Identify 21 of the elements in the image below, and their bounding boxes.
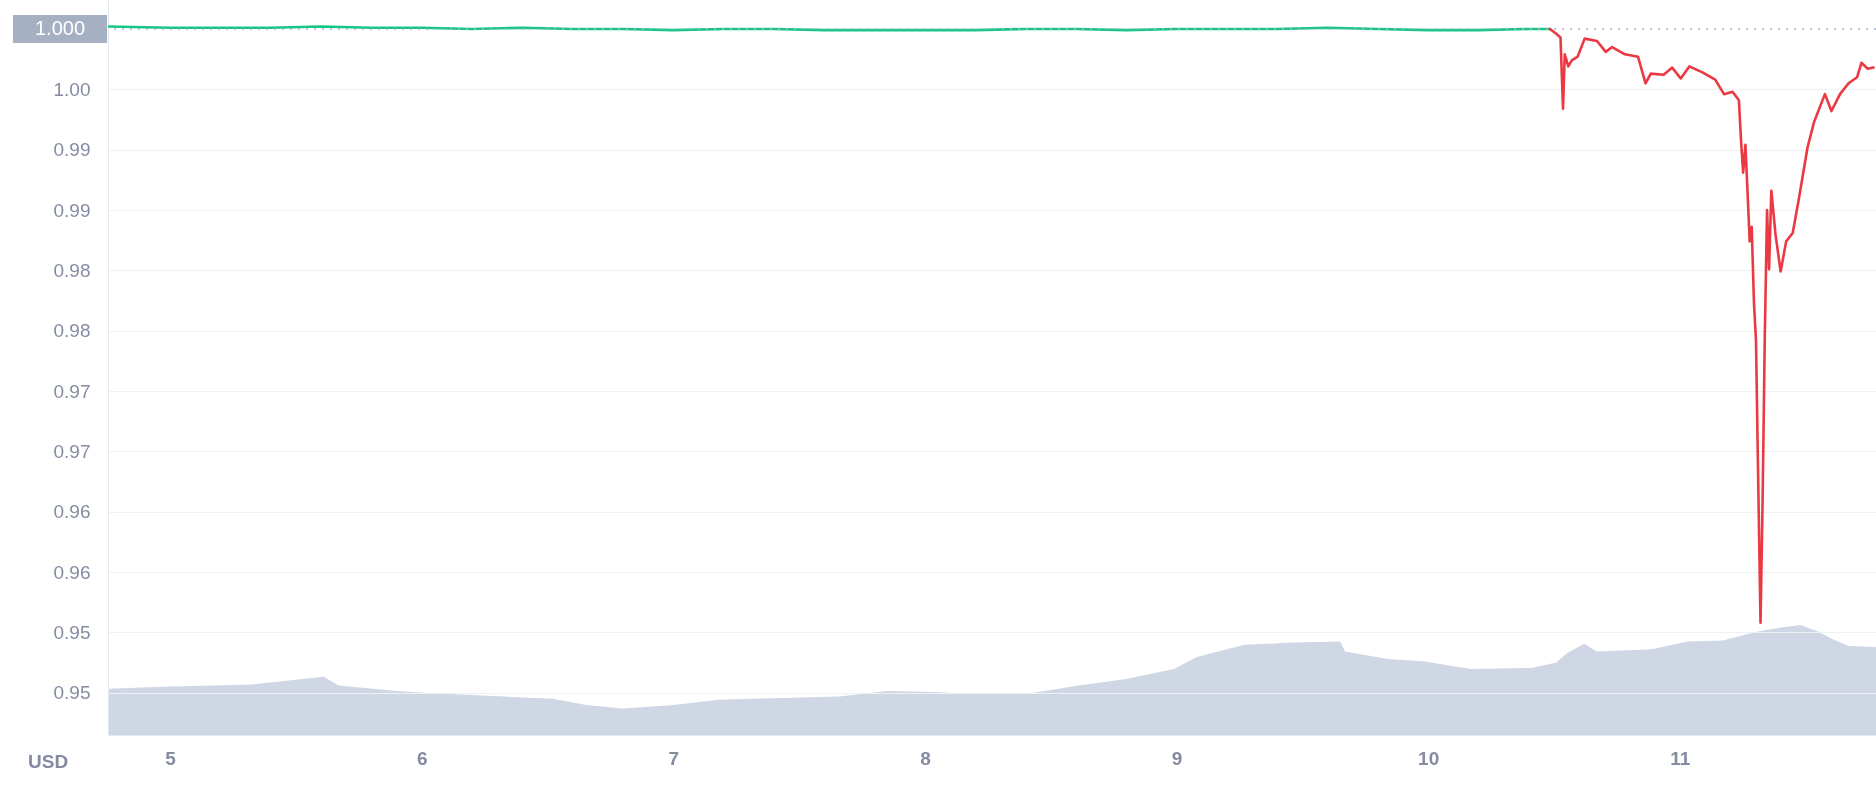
y-tick-label: 0.96 bbox=[53, 501, 91, 523]
ref-line-label: 1.000 bbox=[34, 16, 86, 39]
y-tick-label: 0.97 bbox=[53, 440, 91, 462]
x-tick-label: 8 bbox=[920, 747, 931, 769]
y-tick-label: 0.99 bbox=[53, 139, 91, 161]
y-tick-label: 0.99 bbox=[53, 199, 91, 221]
x-tick-label: 7 bbox=[668, 747, 680, 769]
x-tick-label: 5 bbox=[165, 747, 177, 769]
text: USD bbox=[28, 751, 69, 772]
y-tick-label: 0.95 bbox=[53, 682, 91, 704]
x-tick-label: 6 bbox=[416, 747, 428, 769]
y-tick-label: 0.98 bbox=[53, 259, 91, 281]
x-tick-label: 11 bbox=[1670, 747, 1691, 769]
line-series bbox=[1548, 27, 1875, 625]
y-tick-label: 0.95 bbox=[53, 621, 91, 643]
y-tick-label: 0.96 bbox=[53, 561, 91, 583]
y-tick-label: 0.97 bbox=[53, 380, 91, 402]
y-tick-label: 1.00 bbox=[53, 78, 91, 100]
y-tick-label: 0.98 bbox=[53, 320, 91, 342]
x-tick-label: 10 bbox=[1418, 747, 1440, 769]
x-tick-label: 9 bbox=[1171, 747, 1183, 769]
